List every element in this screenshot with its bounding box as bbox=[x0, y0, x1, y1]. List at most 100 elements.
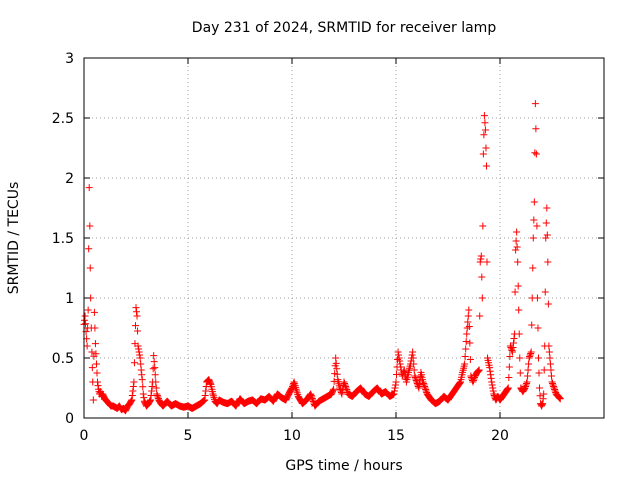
data-point bbox=[504, 385, 512, 393]
data-point bbox=[525, 360, 533, 368]
data-point bbox=[545, 348, 553, 356]
data-point bbox=[542, 234, 550, 242]
data-point bbox=[400, 368, 408, 375]
data-point bbox=[510, 335, 518, 342]
data-point bbox=[545, 342, 553, 350]
data-point bbox=[510, 339, 518, 347]
data-point bbox=[515, 330, 523, 338]
data-point bbox=[422, 386, 430, 393]
data-point bbox=[391, 384, 399, 392]
data-point bbox=[136, 351, 144, 359]
data-point bbox=[475, 366, 483, 374]
data-point bbox=[544, 258, 552, 266]
data-point bbox=[489, 384, 497, 392]
x-axis-title: GPS time / hours bbox=[285, 458, 402, 474]
data-point bbox=[138, 371, 146, 379]
data-point bbox=[421, 384, 429, 392]
data-point bbox=[201, 396, 209, 404]
data-point bbox=[135, 348, 143, 356]
data-point bbox=[333, 370, 341, 378]
data-point bbox=[547, 366, 555, 374]
data-point bbox=[396, 360, 404, 368]
data-point bbox=[546, 354, 554, 362]
data-point bbox=[421, 383, 429, 390]
data-point bbox=[534, 354, 542, 362]
data-point bbox=[543, 204, 551, 212]
data-point bbox=[512, 246, 520, 254]
data-point bbox=[129, 387, 137, 395]
data-point bbox=[469, 377, 477, 384]
data-point bbox=[526, 351, 534, 359]
data-point bbox=[541, 288, 549, 296]
data-point bbox=[148, 387, 156, 395]
data-point bbox=[337, 389, 345, 396]
x-tick-label: 10 bbox=[283, 428, 301, 444]
y-axis-title: SRMTID / TECUs bbox=[6, 182, 22, 295]
data-point bbox=[463, 330, 471, 338]
data-point bbox=[476, 258, 484, 266]
data-point bbox=[465, 306, 473, 314]
data-point bbox=[307, 392, 315, 399]
data-point bbox=[534, 324, 542, 332]
data-point bbox=[536, 384, 544, 392]
data-point bbox=[307, 390, 315, 398]
data-point bbox=[486, 367, 494, 375]
data-point bbox=[486, 364, 494, 372]
data-point bbox=[530, 216, 538, 224]
data-point bbox=[527, 350, 535, 357]
data-point bbox=[525, 354, 533, 362]
data-point bbox=[514, 258, 522, 266]
data-point bbox=[549, 381, 557, 389]
data-point bbox=[523, 378, 531, 386]
data-point bbox=[152, 384, 160, 392]
data-point bbox=[81, 316, 89, 324]
data-point bbox=[535, 369, 543, 377]
data-point bbox=[291, 382, 299, 390]
data-point bbox=[528, 321, 536, 329]
data-point bbox=[86, 264, 94, 272]
data-point bbox=[539, 395, 547, 403]
data-point bbox=[555, 394, 563, 402]
axis-ticks bbox=[83, 57, 604, 419]
data-point bbox=[520, 386, 528, 394]
data-point bbox=[154, 393, 162, 401]
data-point bbox=[391, 381, 399, 389]
data-point bbox=[488, 378, 496, 386]
data-point bbox=[503, 386, 511, 393]
data-point bbox=[543, 231, 551, 239]
data-point bbox=[201, 392, 209, 399]
data-point bbox=[461, 353, 469, 360]
data-point bbox=[408, 351, 416, 359]
data-point bbox=[132, 304, 140, 312]
data-point bbox=[401, 369, 409, 377]
data-point bbox=[488, 381, 496, 389]
data-point bbox=[129, 383, 137, 390]
data-point bbox=[469, 378, 477, 386]
y-tick-label: 0.5 bbox=[52, 351, 74, 367]
data-point bbox=[550, 383, 558, 390]
data-point bbox=[521, 383, 529, 390]
data-point bbox=[292, 385, 300, 393]
y-tick-label: 1.5 bbox=[52, 231, 74, 247]
data-point bbox=[332, 359, 340, 367]
data-point bbox=[139, 383, 147, 391]
data-point bbox=[512, 237, 520, 245]
data-point bbox=[410, 360, 418, 368]
data-point bbox=[395, 354, 403, 362]
data-point bbox=[333, 365, 341, 373]
data-point bbox=[146, 398, 154, 406]
data-point bbox=[529, 264, 537, 272]
data-point bbox=[477, 255, 485, 263]
data-point bbox=[481, 119, 489, 127]
data-point bbox=[392, 378, 400, 386]
data-point bbox=[477, 252, 485, 260]
data-point bbox=[415, 384, 423, 392]
data-point bbox=[464, 312, 472, 320]
data-point bbox=[536, 392, 544, 400]
data-point bbox=[551, 386, 559, 393]
data-point bbox=[402, 375, 410, 383]
data-point bbox=[292, 383, 300, 391]
data-point bbox=[415, 380, 423, 388]
data-point bbox=[547, 372, 555, 380]
